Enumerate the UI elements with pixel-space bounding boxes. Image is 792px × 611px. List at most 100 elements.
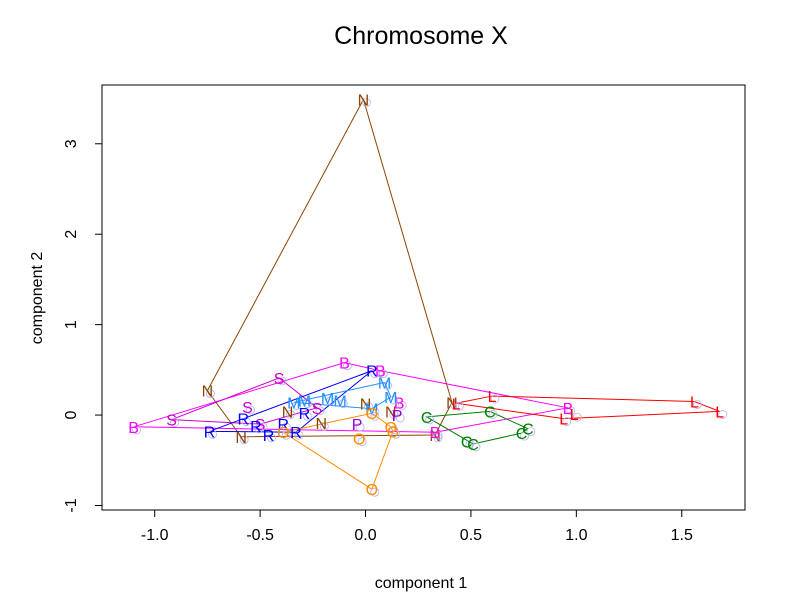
point-marker: [355, 422, 365, 432]
hull-N: [206, 98, 453, 438]
point-marker: [286, 410, 295, 419]
x-axis: -1.0 -0.5 0.0 0.5 1.0 1.5: [141, 510, 693, 544]
point-marker: [425, 415, 435, 425]
point-R: R: [366, 364, 378, 381]
point-N: N: [358, 92, 370, 109]
y-tick-label: 1: [63, 320, 80, 329]
point-B: B: [563, 401, 574, 418]
point-L: L: [690, 394, 699, 411]
point-marker: [239, 435, 249, 445]
point-marker: [364, 401, 373, 411]
x-tick-label: 1.5: [671, 527, 693, 544]
point-P: P: [392, 408, 403, 425]
point-O: O: [366, 482, 378, 499]
point-O: O: [277, 425, 289, 442]
point-R: R: [290, 425, 302, 442]
point-S: S: [255, 417, 266, 434]
point-L: L: [570, 407, 579, 424]
point-N: N: [235, 430, 247, 447]
point-B: B: [339, 356, 350, 373]
point-M: M: [287, 395, 300, 412]
point-M: M: [334, 394, 347, 411]
chart-title: Chromosome X: [334, 22, 508, 50]
point-C: C: [461, 434, 473, 451]
point-S: S: [274, 371, 285, 388]
point-marker: [433, 433, 443, 443]
point-O: O: [385, 420, 397, 437]
point-N: N: [446, 395, 458, 412]
point-S: S: [242, 400, 253, 417]
y-tick-label: 3: [63, 139, 80, 148]
point-marker: [566, 406, 576, 416]
y-tick-label: 2: [63, 230, 80, 239]
point-marker: [572, 412, 582, 422]
point-marker: [450, 400, 460, 410]
point-M: M: [365, 402, 378, 419]
point-C: C: [484, 404, 496, 421]
point-marker: [389, 395, 399, 405]
point-marker: [258, 422, 268, 432]
hull-C: [425, 410, 529, 445]
point-marker: [526, 427, 536, 437]
x-tick-label: 1.0: [565, 527, 587, 544]
point-marker: [488, 410, 498, 419]
x-tick-label: -1.0: [141, 527, 169, 544]
hull-B: [133, 362, 569, 433]
point-N: N: [282, 404, 294, 421]
point-R: R: [237, 412, 249, 429]
point-marker: [370, 411, 380, 421]
point-marker: [357, 437, 367, 446]
point-marker: [302, 411, 312, 421]
point-B: B: [375, 364, 386, 381]
point-B: B: [128, 420, 139, 437]
point-marker: [343, 361, 352, 371]
point-marker: [206, 389, 215, 399]
point-marker: [254, 424, 264, 434]
x-tick-label: 0.5: [460, 527, 482, 544]
point-O: O: [366, 406, 378, 423]
x-tick-label: -0.5: [246, 527, 274, 544]
point-marker: [520, 431, 529, 441]
point-marker: [362, 98, 371, 107]
point-marker: [267, 433, 276, 443]
point-marker: [241, 417, 251, 427]
point-marker: [246, 405, 255, 415]
point-marker: [370, 407, 380, 417]
y-tick-label: 0: [63, 411, 80, 420]
point-N: N: [360, 396, 372, 413]
plot-frame: [101, 84, 746, 511]
point-marker: [693, 400, 702, 409]
point-marker: [292, 400, 302, 410]
y-axis-label: component 2: [29, 252, 46, 345]
point-marker: [370, 487, 380, 497]
point-N: N: [202, 384, 214, 401]
point-R: R: [263, 428, 275, 445]
point-M: M: [384, 390, 397, 407]
point-N: N: [429, 428, 441, 445]
point-marker: [389, 425, 399, 435]
x-tick-label: 0.0: [354, 527, 376, 544]
y-tick-label: -1: [63, 498, 80, 512]
point-marker: [294, 430, 304, 440]
point-marker: [490, 394, 500, 404]
point-N: N: [315, 416, 327, 433]
point-M: M: [321, 391, 334, 408]
point-L: L: [452, 396, 461, 413]
point-marker: [132, 425, 142, 435]
point-marker: [433, 430, 443, 440]
point-marker: [277, 376, 287, 386]
point-marker: [391, 429, 401, 439]
point-S: S: [312, 401, 323, 418]
x-axis-label: component 1: [375, 575, 468, 592]
point-R: R: [299, 406, 311, 423]
y-axis: -1 0 1 2 3: [63, 139, 102, 513]
point-marker: [395, 413, 405, 423]
point-S: S: [166, 413, 177, 430]
point-marker: [326, 396, 335, 406]
point-marker: [170, 418, 179, 427]
point-marker: [471, 442, 481, 452]
point-marker: [302, 399, 312, 408]
hull-lines: [133, 98, 720, 490]
point-B: B: [430, 425, 441, 442]
